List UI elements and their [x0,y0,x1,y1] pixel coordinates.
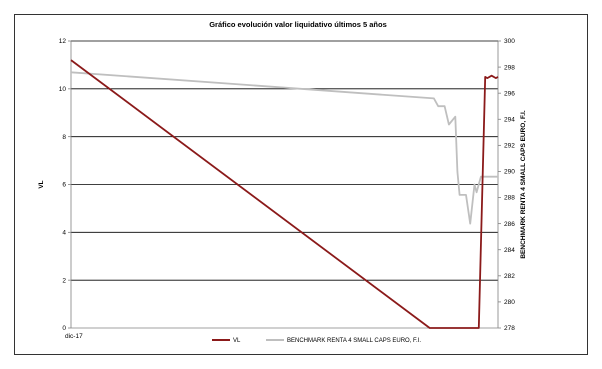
y2-tick-label: 294 [504,116,515,123]
y-tick-label: 6 [62,182,66,189]
x-axis-ticks: dic-17 [65,333,83,340]
y2-tick-label: 292 [504,143,515,150]
y-tick-label: 0 [62,325,66,332]
y2-tick-label: 284 [504,247,515,254]
y-tick-label: 12 [59,38,67,45]
chart-title: Gráfico evolución valor liquidativo últi… [209,20,387,29]
gridlines [71,40,498,281]
y2-tick-label: 288 [504,195,515,202]
y2-tick-label: 280 [504,299,515,306]
y2-tick-label: 286 [504,221,515,228]
benchmark-series-line [70,71,498,225]
legend-benchmark-label: BENCHMARK RENTA 4 SMALL CAPS EURO, F.I. [287,338,421,344]
y-tick-label: 10 [59,86,67,93]
chart-frame: Gráfico evolución valor liquidativo últi… [14,14,588,355]
y-tick-label: 2 [62,277,66,284]
x-tick-label: dic-17 [65,333,83,340]
y-axis-label: VL [38,180,45,188]
chart-svg: Gráfico evolución valor liquidativo últi… [38,20,527,344]
vl-series-line [70,59,499,329]
legend-vl-label: VL [233,338,241,344]
left-axis-ticks: 0 2 4 6 8 10 12 [59,38,71,332]
legend: VL BENCHMARK RENTA 4 SMALL CAPS EURO, F.I… [212,338,421,344]
y-tick-label: 8 [62,134,66,141]
y2-tick-label: 278 [504,325,515,332]
y2-axis-label: BENCHMARK RENTA 4 SMALL CAPS EURO, F.I. [520,110,527,258]
y2-tick-label: 298 [504,64,515,71]
y2-tick-label: 296 [504,90,515,97]
y2-tick-label: 290 [504,169,515,176]
right-axis-ticks: 278 280 282 284 286 288 290 292 294 296 298 300 [498,38,515,332]
legend-benchmark: BENCHMARK RENTA 4 SMALL CAPS EURO, F.I. [266,338,421,344]
series-group [70,59,499,329]
y2-tick-label: 282 [504,273,515,280]
y-tick-label: 4 [62,230,66,237]
plot-area [70,40,499,329]
legend-vl: VL [212,338,241,344]
y2-tick-label: 300 [504,38,515,45]
